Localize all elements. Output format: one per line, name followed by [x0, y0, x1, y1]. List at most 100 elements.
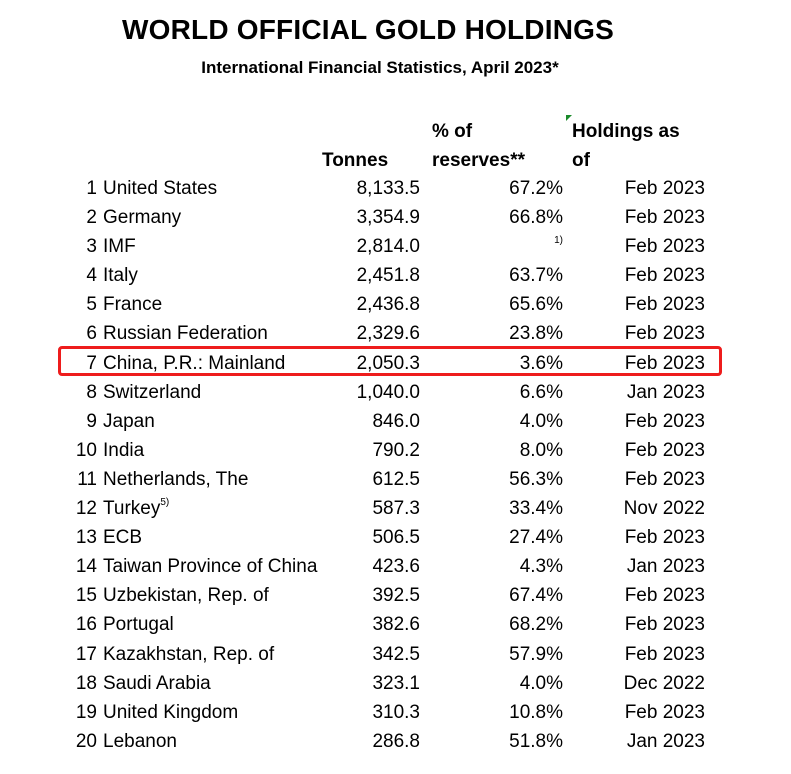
table-row: 11 Netherlands, The 612.5 56.3% Feb 2023: [0, 465, 791, 494]
tonnes-cell: 2,436.8: [356, 294, 420, 316]
country-name-cell: Germany: [103, 207, 182, 229]
pct-reserves-cell: 3.6%: [519, 352, 563, 374]
page-title: WORLD OFFICIAL GOLD HOLDINGS: [122, 14, 614, 45]
pct-reserves-cell: 33.4%: [509, 498, 563, 520]
rank-cell: 19: [75, 701, 97, 723]
pct-reserves-cell: 65.6%: [509, 294, 563, 316]
rank-cell: 15: [75, 585, 97, 607]
rank-cell: 20: [75, 730, 97, 752]
holdings-date-cell: Feb 2023: [624, 265, 705, 287]
tonnes-cell: 382.6: [372, 614, 420, 636]
holdings-date-cell: Feb 2023: [624, 585, 705, 607]
rank-cell: 7: [86, 352, 97, 374]
tonnes-cell: 310.3: [372, 701, 420, 723]
tonnes-cell: 2,329.6: [356, 323, 420, 345]
rank-cell: 3: [86, 236, 97, 258]
table-row: 2 Germany 3,354.9 66.8% Feb 2023: [0, 203, 791, 232]
highlight-box: [58, 346, 722, 376]
rank-cell: 18: [75, 672, 97, 694]
holdings-date-cell: Jan 2023: [626, 730, 705, 752]
header-pct-reserves-line2: reserves**: [432, 150, 525, 171]
pct-reserves-cell: 23.8%: [509, 323, 563, 345]
pct-reserves-cell: 56.3%: [509, 468, 563, 490]
pct-reserves-cell: 68.2%: [509, 614, 563, 636]
country-name-cell: ECB: [103, 527, 143, 549]
tonnes-cell: 8,133.5: [356, 178, 420, 199]
pct-reserves-cell: 6.6%: [519, 381, 563, 403]
country-name-cell: Kazakhstan, Rep. of: [103, 643, 275, 665]
footnote-marker: 1): [554, 235, 563, 247]
table-row: 16 Portugal 382.6 68.2% Feb 2023: [0, 610, 791, 639]
table-row: 6 Russian Federation 2,329.6 23.8% Feb 2023: [0, 319, 791, 348]
country-name-cell: India: [103, 439, 145, 461]
pct-reserves-cell: 4.0%: [519, 672, 563, 694]
table-row: 12 Turkey5) 587.3 33.4% Nov 2022: [0, 494, 791, 523]
holdings-date-cell: Feb 2023: [624, 701, 705, 723]
pct-reserves-cell: 66.8%: [509, 207, 563, 229]
rank-cell: 14: [75, 556, 97, 578]
pct-reserves-cell: 57.9%: [509, 643, 563, 665]
tonnes-cell: 612.5: [372, 468, 420, 490]
holdings-date-cell: Jan 2023: [626, 556, 705, 578]
country-name-cell: France: [103, 294, 163, 316]
tonnes-cell: 2,451.8: [356, 265, 420, 287]
pct-reserves-cell: 63.7%: [509, 265, 563, 287]
pct-reserves-cell: 4.3%: [519, 556, 563, 578]
tonnes-cell: 506.5: [372, 527, 420, 549]
holdings-date-cell: Feb 2023: [624, 614, 705, 636]
country-name-cell: Russian Federation: [103, 323, 268, 345]
country-name-wrap: Turkey5): [103, 494, 321, 526]
table-row: 10 India 790.2 8.0% Feb 2023: [0, 436, 791, 465]
country-name-cell: China, P.R.: Mainland: [103, 352, 286, 374]
pct-reserves-cell: 10.8%: [509, 701, 563, 723]
holdings-date-cell: Feb 2023: [624, 352, 705, 374]
tonnes-cell: 423.6: [372, 556, 420, 578]
rank-cell: 2: [86, 207, 97, 229]
table-row: 3 IMF 2,814.0 1) Feb 2023: [0, 232, 791, 261]
country-name-cell: Turkey: [103, 498, 161, 520]
rank-cell: 17: [75, 643, 97, 665]
tonnes-cell: 323.1: [372, 672, 420, 694]
country-name-cell: Taiwan Province of China: [103, 556, 318, 578]
country-name-cell: IMF: [103, 236, 136, 258]
table-row: 17 Kazakhstan, Rep. of 342.5 57.9% Feb 2023: [0, 640, 791, 669]
holdings-date-cell: Feb 2023: [624, 410, 705, 432]
rank-cell: 11: [77, 468, 97, 490]
holdings-date-cell: Dec 2022: [623, 672, 705, 694]
header-holdings-line1: Holdings as: [572, 121, 680, 142]
pct-reserves-cell: 4.0%: [519, 410, 563, 432]
pct-reserves-cell: 51.8%: [509, 730, 563, 752]
table-row: 4 Italy 2,451.8 63.7% Feb 2023: [0, 261, 791, 290]
table-row: 13 ECB 506.5 27.4% Feb 2023: [0, 523, 791, 552]
tonnes-cell: 587.3: [372, 498, 420, 520]
table-row: 19 United Kingdom 310.3 10.8% Feb 2023: [0, 698, 791, 727]
holdings-date-cell: Jan 2023: [626, 381, 705, 403]
country-name-cell: Japan: [103, 410, 155, 432]
holdings-date-cell: Nov 2022: [623, 498, 705, 520]
rank-cell: 12: [75, 498, 97, 520]
holdings-date-cell: Feb 2023: [624, 468, 705, 490]
table-row: 7 China, P.R.: Mainland 2,050.3 3.6% Feb 202…: [0, 349, 791, 378]
country-name-cell: Lebanon: [103, 730, 177, 752]
rank-cell: 6: [86, 323, 97, 345]
pct-reserves-cell: 67.4%: [509, 585, 563, 607]
table-row: 20 Lebanon 286.8 51.8% Jan 2023: [0, 727, 791, 756]
table-row: 1 United States 8,133.5 67.2% Feb 2023: [0, 174, 791, 203]
country-name-cell: Portugal: [103, 614, 174, 636]
tonnes-cell: 2,814.0: [356, 236, 420, 258]
country-name-cell: United States: [103, 178, 218, 199]
tonnes-cell: 846.0: [372, 410, 420, 432]
table-row: 15 Uzbekistan, Rep. of 392.5 67.4% Feb 2023: [0, 581, 791, 610]
holdings-date-cell: Feb 2023: [624, 439, 705, 461]
holdings-table: 1 United States 8,133.5 67.2% Feb 2023 2 Germa…: [0, 174, 791, 756]
header-tonnes: Tonnes: [322, 150, 389, 171]
rank-cell: 9: [86, 410, 97, 432]
rank-cell: 8: [86, 381, 97, 403]
cell-comment-marker: [566, 115, 572, 121]
table-row: 14 Taiwan Province of China 423.6 4.3% Jan 2…: [0, 552, 791, 581]
tonnes-cell: 286.8: [372, 730, 420, 752]
pct-reserves-cell: 67.2%: [509, 178, 563, 199]
rank-cell: 4: [86, 265, 97, 287]
holdings-date-cell: Feb 2023: [624, 323, 705, 345]
page-subtitle: International Financial Statistics, Apri…: [201, 58, 559, 77]
